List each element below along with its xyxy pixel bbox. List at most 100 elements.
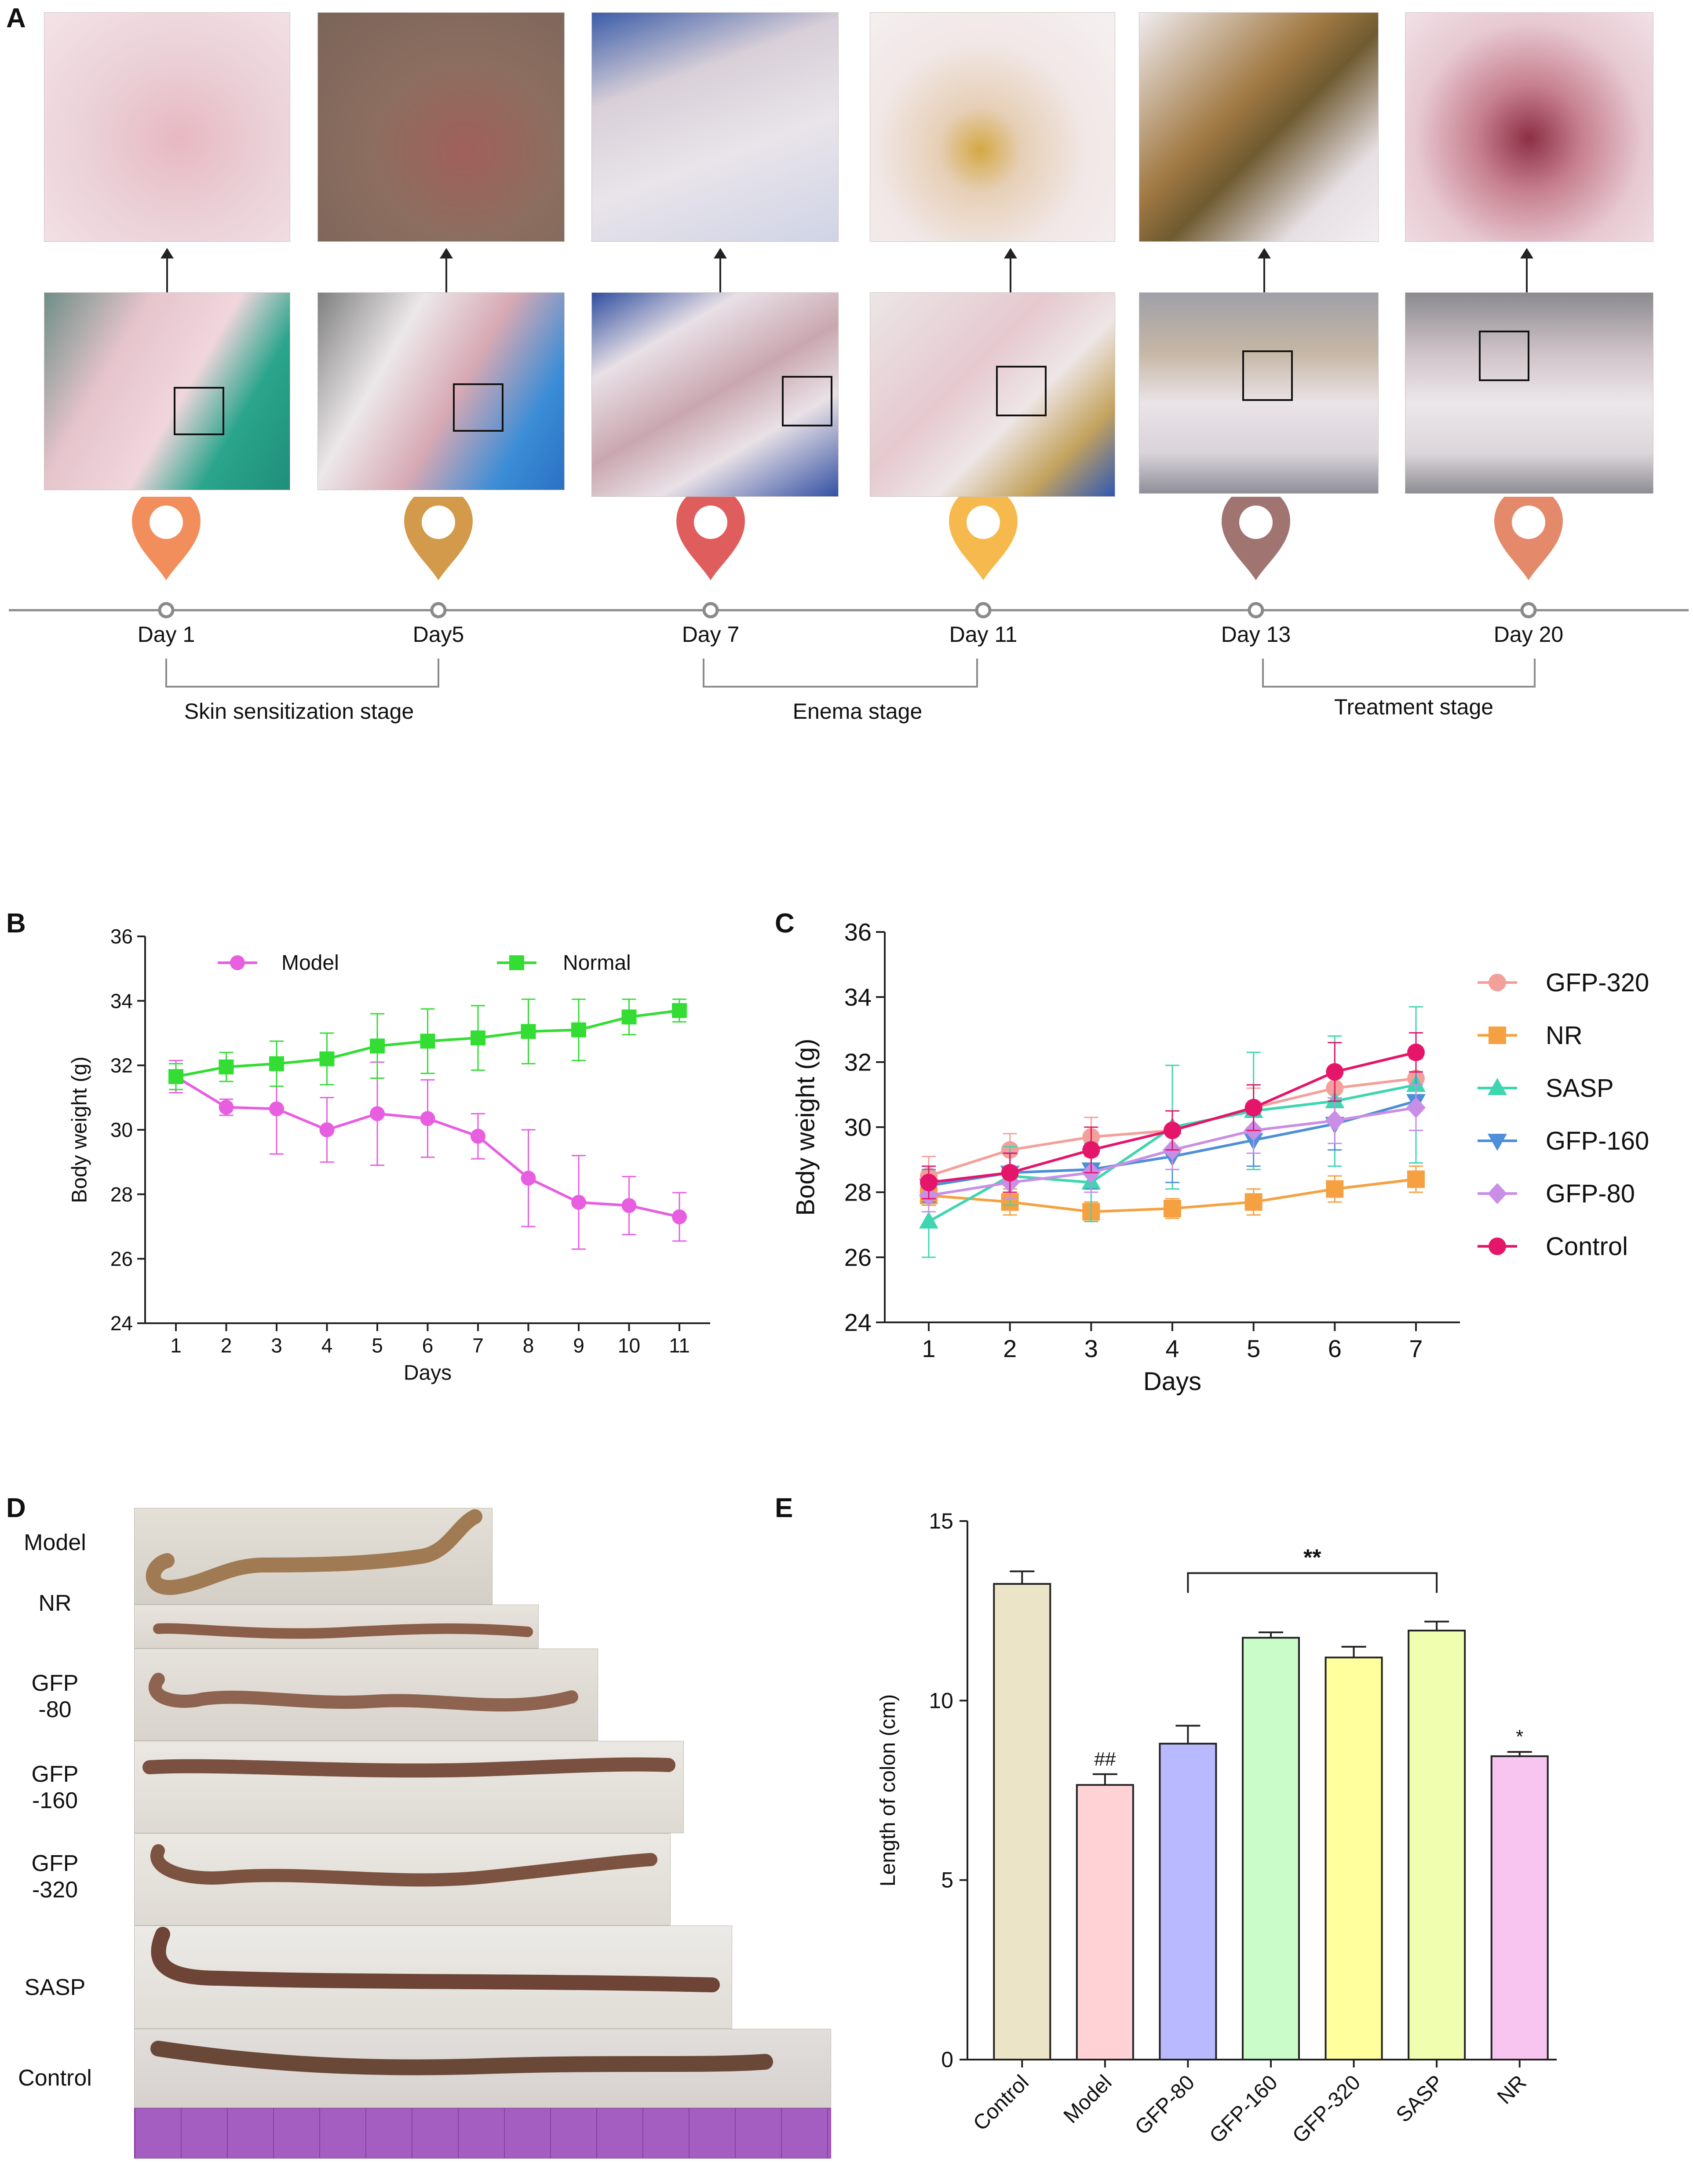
timeline-dot bbox=[702, 602, 719, 619]
timeline-day-label: Day 1 bbox=[138, 622, 195, 647]
data-point bbox=[1001, 1164, 1019, 1182]
bar bbox=[993, 1583, 1051, 2061]
series-model bbox=[168, 1059, 687, 1250]
significance-bracket bbox=[1187, 1572, 1438, 1593]
data-point bbox=[471, 1030, 485, 1045]
data-point bbox=[1488, 1078, 1507, 1095]
y-tick-label: 24 bbox=[110, 1312, 133, 1335]
data-point bbox=[672, 1003, 687, 1018]
y-tick-label: 5 bbox=[941, 1868, 953, 1893]
timeline-dot bbox=[430, 602, 447, 619]
panel-label-c: C bbox=[775, 908, 795, 939]
ruler bbox=[134, 2108, 831, 2159]
y-tick-label: 26 bbox=[110, 1247, 133, 1270]
data-point bbox=[420, 1111, 435, 1126]
data-point bbox=[919, 1211, 938, 1229]
y-tick-label: 10 bbox=[929, 1688, 953, 1713]
timeline-day-label: Day 13 bbox=[1221, 622, 1291, 647]
bar-group-model bbox=[1076, 1773, 1134, 2068]
bar bbox=[1242, 1637, 1300, 2060]
bar bbox=[1076, 1784, 1134, 2060]
location-pin-center bbox=[967, 506, 1000, 539]
location-pin-center bbox=[1512, 506, 1545, 539]
bar bbox=[1490, 1755, 1549, 2060]
legend-label: Normal bbox=[563, 951, 631, 975]
panel-label-a: A bbox=[6, 3, 26, 33]
significance-marker: * bbox=[1516, 1726, 1523, 1747]
data-point bbox=[1326, 1180, 1344, 1198]
data-point bbox=[571, 1022, 586, 1037]
significance-marker: ** bbox=[1303, 1545, 1321, 1570]
data-point bbox=[269, 1056, 284, 1071]
colon-tissue-sasp bbox=[151, 1927, 720, 1992]
data-point bbox=[521, 1024, 536, 1039]
arrow-up-icon bbox=[1520, 248, 1533, 294]
data-point bbox=[621, 1198, 637, 1213]
closeup-photo-day11 bbox=[870, 12, 1115, 242]
closeup-photo-day1 bbox=[44, 12, 290, 242]
data-point bbox=[471, 1128, 485, 1144]
location-pin-center bbox=[1239, 506, 1273, 539]
legend-label: SASP bbox=[1546, 1074, 1614, 1103]
bar-group-gfp-320 bbox=[1324, 1645, 1383, 2068]
data-point bbox=[219, 1059, 234, 1074]
mouse-photo-day20 bbox=[1405, 292, 1653, 494]
data-point bbox=[319, 1122, 335, 1137]
arrow-up-icon bbox=[1004, 248, 1017, 294]
data-point bbox=[168, 1069, 183, 1084]
data-point bbox=[1489, 1026, 1506, 1044]
timeline-day-label: Day 7 bbox=[682, 622, 740, 647]
x-tick-label: 4 bbox=[321, 1334, 333, 1357]
data-point bbox=[1082, 1141, 1100, 1159]
y-tick-label: 30 bbox=[844, 1114, 872, 1141]
x-tick-label: SASP bbox=[1392, 2071, 1448, 2127]
colon-tissue-gfp80 bbox=[148, 1673, 578, 1712]
selection-box bbox=[1479, 331, 1529, 381]
x-tick-label: GFP-160 bbox=[1205, 2071, 1282, 2148]
data-point bbox=[1164, 1200, 1181, 1217]
colon-label-model: Model bbox=[24, 1530, 86, 1555]
data-point bbox=[1325, 1110, 1345, 1132]
axes bbox=[137, 935, 710, 1331]
timeline-dot bbox=[1520, 602, 1537, 619]
y-axis-title: Body weight (g) bbox=[791, 1039, 820, 1216]
x-tick-label: 6 bbox=[1328, 1335, 1342, 1362]
legend-label: Control bbox=[1546, 1232, 1628, 1261]
colon-label-sasp: SASP bbox=[24, 1975, 86, 2000]
closeup-photo-day7 bbox=[591, 12, 839, 242]
x-tick-label: 2 bbox=[221, 1334, 232, 1357]
location-pin-center bbox=[694, 506, 727, 539]
x-tick-label: GFP-80 bbox=[1131, 2071, 1199, 2139]
arrow-up-icon bbox=[161, 248, 174, 294]
x-tick-label: 7 bbox=[1409, 1335, 1423, 1362]
axes bbox=[876, 931, 1460, 1331]
y-axis-title: Length of colon (cm) bbox=[876, 1694, 900, 1887]
data-point bbox=[1488, 1183, 1507, 1204]
bar bbox=[1159, 1743, 1217, 2060]
closeup-photo-day5 bbox=[317, 12, 565, 242]
colon-photo-gfp160 bbox=[134, 1741, 684, 1833]
data-point bbox=[370, 1038, 385, 1054]
colon-tissue-nr bbox=[153, 1623, 533, 1639]
data-point bbox=[521, 1171, 536, 1186]
selection-box bbox=[1242, 350, 1293, 401]
data-point bbox=[920, 1173, 938, 1191]
arrow-up-icon bbox=[714, 248, 727, 294]
x-tick-label: 11 bbox=[669, 1334, 690, 1357]
legend-label: Model bbox=[281, 951, 339, 975]
mouse-photo-day7 bbox=[591, 292, 839, 497]
data-point bbox=[1326, 1063, 1344, 1081]
bar-group-control bbox=[993, 1570, 1051, 2068]
selection-box bbox=[453, 383, 504, 432]
x-tick-label: 1 bbox=[922, 1335, 935, 1362]
bar-group-gfp-160 bbox=[1242, 1631, 1300, 2068]
timeline-dot bbox=[975, 602, 992, 619]
x-tick-label: 5 bbox=[372, 1334, 383, 1357]
x-tick-label: 6 bbox=[422, 1334, 434, 1357]
y-tick-label: 32 bbox=[110, 1054, 133, 1077]
y-tick-label: 36 bbox=[844, 918, 872, 946]
colon-label-nr: NR bbox=[38, 1591, 72, 1616]
x-axis-title: Days bbox=[404, 1361, 452, 1385]
